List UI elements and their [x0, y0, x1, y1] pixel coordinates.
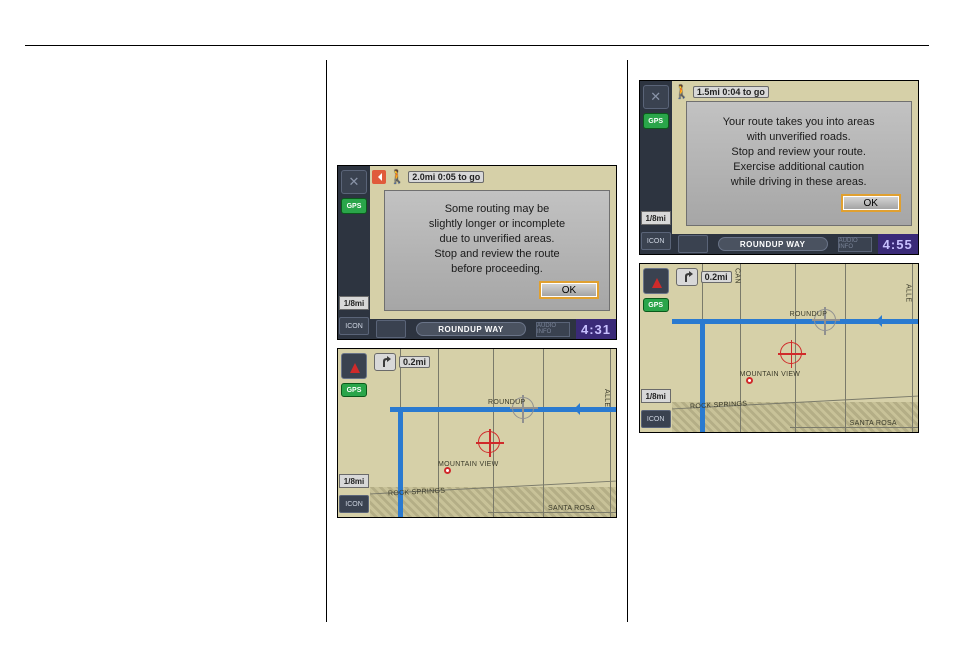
compass-icon[interactable] — [341, 353, 367, 379]
road-v4 — [845, 264, 846, 433]
scale-chip[interactable]: 1/8mi — [641, 389, 671, 403]
scale-chip[interactable]: 1/8mi — [339, 474, 369, 488]
turn-right-icon — [676, 268, 698, 286]
street-name: ROUNDUP WAY — [718, 237, 828, 251]
compass-icon[interactable] — [643, 268, 669, 294]
gps-a-topbar: 🚶 2.0mi 0:05 to go — [372, 169, 484, 185]
label-mountain-view: MOUNTAIN VIEW — [438, 461, 499, 468]
popup-line-5: while driving in these areas. — [731, 176, 867, 188]
route-arrow-icon — [568, 403, 580, 415]
scale-chip[interactable]: 1/8mi — [641, 211, 671, 225]
crosshair-icon — [478, 431, 500, 453]
column-2: ✕ GPS 1/8mi ICON 🚶 2.0mi 0:05 to go Some… — [327, 60, 628, 622]
poi-dot-icon — [746, 377, 753, 384]
road-v5 — [610, 349, 611, 518]
popup-line-3: due to unverified areas. — [440, 233, 555, 245]
audio-info-button[interactable]: AUDIO INFO — [536, 322, 570, 337]
label-roundup: ROUNDUP — [790, 311, 828, 318]
popup-message: Your route takes you into areas with unv… — [723, 115, 875, 190]
map-detail-b-sidebar: GPS 1/8mi ICON — [640, 264, 672, 432]
popup-line-4: Exercise additional caution — [733, 161, 864, 173]
route-v — [700, 319, 705, 433]
gps-b-sidebar: ✕ GPS 1/8mi ICON — [640, 81, 672, 254]
road-h-santa — [790, 427, 918, 428]
gps-badge: GPS — [643, 298, 669, 312]
gps-b-popup: Your route takes you into areas with unv… — [686, 101, 912, 226]
gps-screenshot-b: ✕ GPS 1/8mi ICON 🚶 1.5mi 0:04 to go Your… — [639, 80, 919, 255]
gps-a-sidebar: ✕ GPS 1/8mi ICON — [338, 166, 370, 339]
popup-line-2: with unverified roads. — [747, 131, 851, 143]
icon-button[interactable]: ICON — [641, 232, 671, 250]
column-3: ✕ GPS 1/8mi ICON 🚶 1.5mi 0:04 to go Your… — [628, 60, 929, 622]
col2-stack: ✕ GPS 1/8mi ICON 🚶 2.0mi 0:05 to go Some… — [337, 165, 618, 518]
icon-button[interactable]: ICON — [339, 317, 369, 335]
col3-stack: ✕ GPS 1/8mi ICON 🚶 1.5mi 0:04 to go Your… — [638, 80, 919, 433]
ok-button[interactable]: OK — [539, 281, 599, 299]
street-name: ROUNDUP WAY — [416, 322, 526, 336]
route-h — [390, 407, 616, 412]
turn-indicator: 0.2mi — [374, 353, 430, 371]
gps-b-bottombar: ROUNDUP WAY AUDIO INFO 4:55 — [672, 234, 918, 254]
close-icon[interactable]: ✕ — [341, 170, 367, 194]
page-columns: ✕ GPS 1/8mi ICON 🚶 2.0mi 0:05 to go Some… — [25, 60, 929, 622]
page-rule — [25, 45, 929, 46]
road-v5 — [912, 264, 913, 433]
popup-line-1: Your route takes you into areas — [723, 116, 875, 128]
column-1 — [25, 60, 326, 622]
ok-button[interactable]: OK — [841, 194, 901, 212]
bottom-icon-button-left[interactable] — [678, 235, 708, 253]
popup-line-4: Stop and review the route — [434, 248, 559, 260]
icon-button[interactable]: ICON — [641, 410, 671, 428]
route-v — [398, 409, 403, 518]
popup-line-2: slightly longer or incomplete — [429, 218, 565, 230]
gps-a-popup: Some routing may be slightly longer or i… — [384, 190, 610, 311]
road-v4 — [543, 349, 544, 518]
pedestrian-icon: 🚶 — [389, 169, 405, 185]
turn-distance: 0.2mi — [701, 271, 732, 283]
map-detail-a-sidebar: GPS 1/8mi ICON — [338, 349, 370, 517]
icon-button[interactable]: ICON — [339, 495, 369, 513]
label-can: CAN — [734, 268, 741, 284]
label-santa-rosa: SANTA ROSA — [548, 505, 595, 512]
gps-badge: GPS — [341, 198, 367, 214]
clock: 4:31 — [576, 319, 616, 339]
gps-badge: GPS — [643, 113, 669, 129]
pedestrian-icon: 🚶 — [674, 84, 690, 100]
bottom-icon-button-left[interactable] — [376, 320, 406, 338]
popup-message: Some routing may be slightly longer or i… — [429, 202, 565, 277]
scale-chip[interactable]: 1/8mi — [339, 296, 369, 310]
crosshair-icon — [780, 342, 802, 364]
label-roundup: ROUNDUP — [488, 399, 526, 406]
audio-info-button[interactable]: AUDIO INFO — [838, 237, 872, 252]
distance-to-go: 1.5mi 0:04 to go — [693, 86, 769, 98]
turn-left-icon — [372, 170, 386, 184]
close-icon[interactable]: ✕ — [643, 85, 669, 109]
label-alle: ALLE — [603, 389, 610, 407]
label-alle: ALLE — [905, 284, 912, 302]
gps-screenshot-a: ✕ GPS 1/8mi ICON 🚶 2.0mi 0:05 to go Some… — [337, 165, 617, 340]
map-detail-a: ROUNDUP MOUNTAIN VIEW ROCK SPRINGS SANTA… — [337, 348, 617, 518]
road-h-santa — [488, 512, 616, 513]
turn-right-icon — [374, 353, 396, 371]
label-mountain-view: MOUNTAIN VIEW — [740, 371, 801, 378]
gps-a-bottombar: ROUNDUP WAY AUDIO INFO 4:31 — [370, 319, 616, 339]
poi-dot-icon — [444, 467, 451, 474]
map-detail-b: ROUNDUP MOUNTAIN VIEW ROCK SPRINGS SANTA… — [639, 263, 919, 433]
popup-line-5: before proceeding. — [451, 263, 543, 275]
gps-b-topbar: 🚶 1.5mi 0:04 to go — [674, 84, 769, 100]
popup-line-1: Some routing may be — [445, 203, 550, 215]
turn-indicator: 0.2mi — [676, 268, 732, 286]
popup-line-3: Stop and review your route. — [731, 146, 866, 158]
label-santa-rosa: SANTA ROSA — [850, 420, 897, 427]
turn-distance: 0.2mi — [399, 356, 430, 368]
route-arrow-icon — [870, 315, 882, 327]
clock: 4:55 — [878, 234, 918, 254]
gps-badge: GPS — [341, 383, 367, 397]
distance-to-go: 2.0mi 0:05 to go — [408, 171, 484, 183]
